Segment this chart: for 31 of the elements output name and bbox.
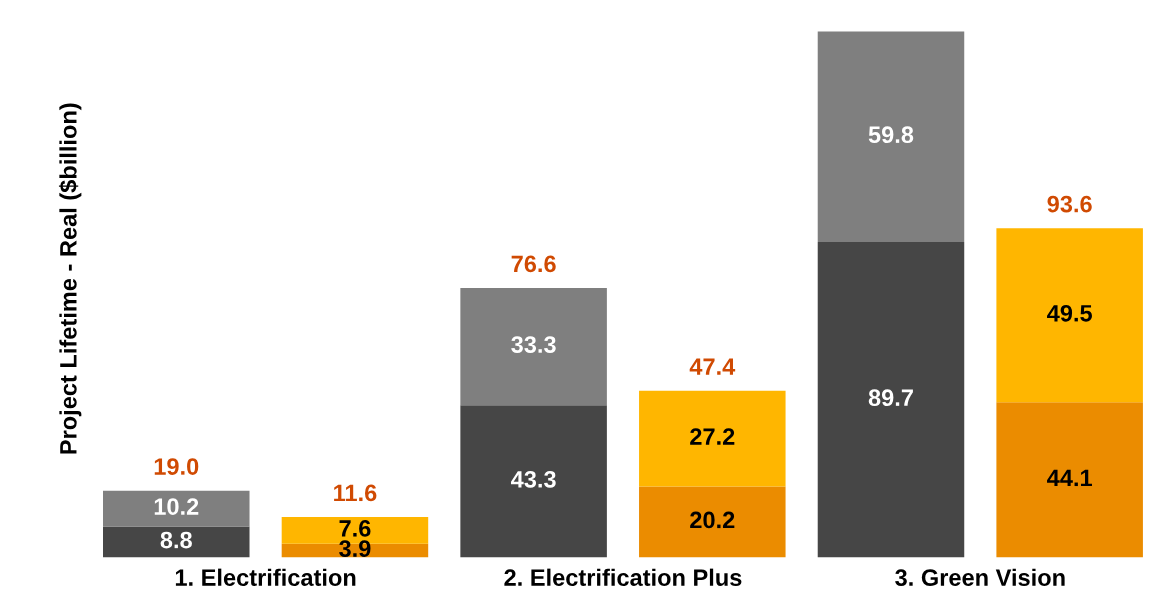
x-tick-label: 3. Green Vision [895,568,1065,587]
bar [639,486,786,558]
total-label: 19.0 [154,458,199,475]
data-label: 7.6 [339,520,371,537]
total-label: 93.6 [1047,195,1092,213]
data-label: 8.8 [160,531,192,549]
data-label: 10.2 [154,498,199,515]
total-label: 47.4 [689,358,736,375]
x-tick-label: 2. Electrification Plus [504,568,742,586]
bar [817,31,965,242]
bar [460,288,607,406]
data-label: 20.2 [690,511,735,529]
data-label: 89.7 [868,389,913,407]
data-label: 33.3 [511,336,556,353]
data-label: 3.9 [339,540,371,558]
x-tick-label: 1. Electrification [175,568,356,586]
data-label: 27.2 [690,428,735,445]
bar [103,526,250,558]
total-label: 76.6 [511,255,556,273]
bar [996,228,1143,403]
bar [817,241,965,558]
data-label: 43.3 [511,470,556,488]
total-label: 11.6 [334,484,377,502]
data-label: 59.8 [868,126,914,144]
y-axis-title: Project Lifetime - Real ($billion) [58,103,82,454]
bar [639,390,786,487]
data-label: 44.1 [1047,469,1092,487]
bar [996,402,1143,558]
bar [460,405,607,558]
data-label: 49.5 [1047,304,1092,322]
bar [103,490,250,527]
